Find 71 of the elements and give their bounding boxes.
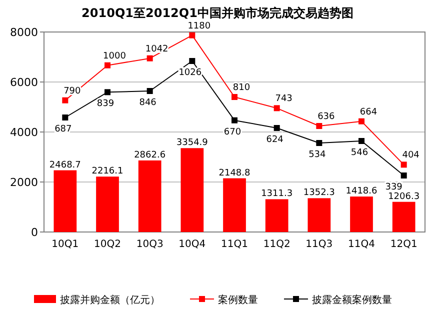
- x-tick-label: 11Q3: [306, 239, 333, 250]
- data-label: 810: [232, 83, 250, 93]
- data-label: 2862.6: [134, 150, 166, 160]
- data-label: 339: [385, 182, 403, 192]
- point: [62, 97, 68, 104]
- y-tick-label: 6000: [10, 76, 38, 89]
- bar: [350, 196, 373, 232]
- legend-label: 披露并购金额（亿元）: [60, 294, 160, 306]
- data-label: 1352.3: [303, 188, 335, 198]
- bar: [96, 176, 119, 232]
- data-label: 1042: [145, 44, 168, 54]
- data-label: 1000: [103, 51, 126, 62]
- x-tick-label: 10Q1: [52, 239, 79, 250]
- y-tick-label: 2000: [10, 176, 38, 189]
- data-label: 846: [139, 98, 157, 108]
- data-label: 1206.3: [388, 192, 420, 202]
- point: [316, 140, 322, 146]
- point: [232, 117, 238, 124]
- point: [104, 89, 110, 96]
- bar: [308, 198, 331, 232]
- bar: [265, 199, 288, 232]
- point: [358, 138, 364, 144]
- point: [146, 55, 153, 62]
- point: [104, 62, 110, 68]
- bar: [392, 202, 416, 232]
- data-label: 743: [275, 94, 292, 104]
- x-tick-label: 11Q4: [348, 239, 375, 250]
- point: [274, 105, 280, 112]
- point: [62, 114, 68, 120]
- point: [400, 172, 407, 178]
- point: [316, 123, 322, 129]
- data-label: 1026: [178, 68, 202, 78]
- x-tick-label: 10Q2: [94, 239, 121, 250]
- point: [400, 162, 407, 168]
- data-label: 670: [224, 127, 242, 138]
- point: [274, 125, 280, 131]
- legend-label: 案例数量: [218, 294, 258, 306]
- data-label: 687: [54, 124, 72, 134]
- point: [232, 94, 238, 100]
- x-tick-label: 11Q2: [263, 239, 290, 250]
- x-tick-label: 10Q4: [178, 239, 206, 250]
- point: [358, 118, 364, 124]
- bar: [138, 160, 162, 232]
- data-label: 546: [350, 148, 368, 158]
- chart-title: 2010Q1至2012Q1中国并购市场完成交易趋势图: [82, 6, 354, 20]
- data-label: 3354.9: [176, 138, 208, 148]
- data-label: 2216.1: [92, 166, 124, 177]
- data-label: 664: [360, 107, 378, 118]
- data-label: 1418.6: [346, 186, 378, 197]
- data-label: 2148.8: [218, 168, 251, 178]
- data-label: 534: [308, 150, 326, 160]
- data-label: 2468.7: [49, 160, 81, 170]
- y-tick-label: 0: [31, 226, 38, 239]
- point: [189, 58, 196, 64]
- x-tick-label: 10Q3: [136, 239, 164, 250]
- x-tick-label: 11Q1: [221, 239, 248, 250]
- legend-label: 披露金额案例数量: [312, 294, 392, 306]
- bar: [223, 178, 246, 232]
- bar: [180, 148, 204, 232]
- data-label: 1180: [188, 21, 211, 32]
- data-label: 636: [318, 112, 336, 122]
- point: [189, 32, 196, 38]
- y-tick-label: 4000: [10, 126, 38, 139]
- bar: [54, 170, 77, 232]
- y-tick-label: 8000: [10, 26, 38, 39]
- x-tick-label: 12Q1: [390, 239, 418, 250]
- data-label: 1311.3: [261, 189, 293, 200]
- point: [146, 88, 153, 94]
- data-label: 404: [402, 150, 420, 161]
- data-label: 624: [266, 135, 284, 145]
- data-label: 839: [96, 99, 114, 110]
